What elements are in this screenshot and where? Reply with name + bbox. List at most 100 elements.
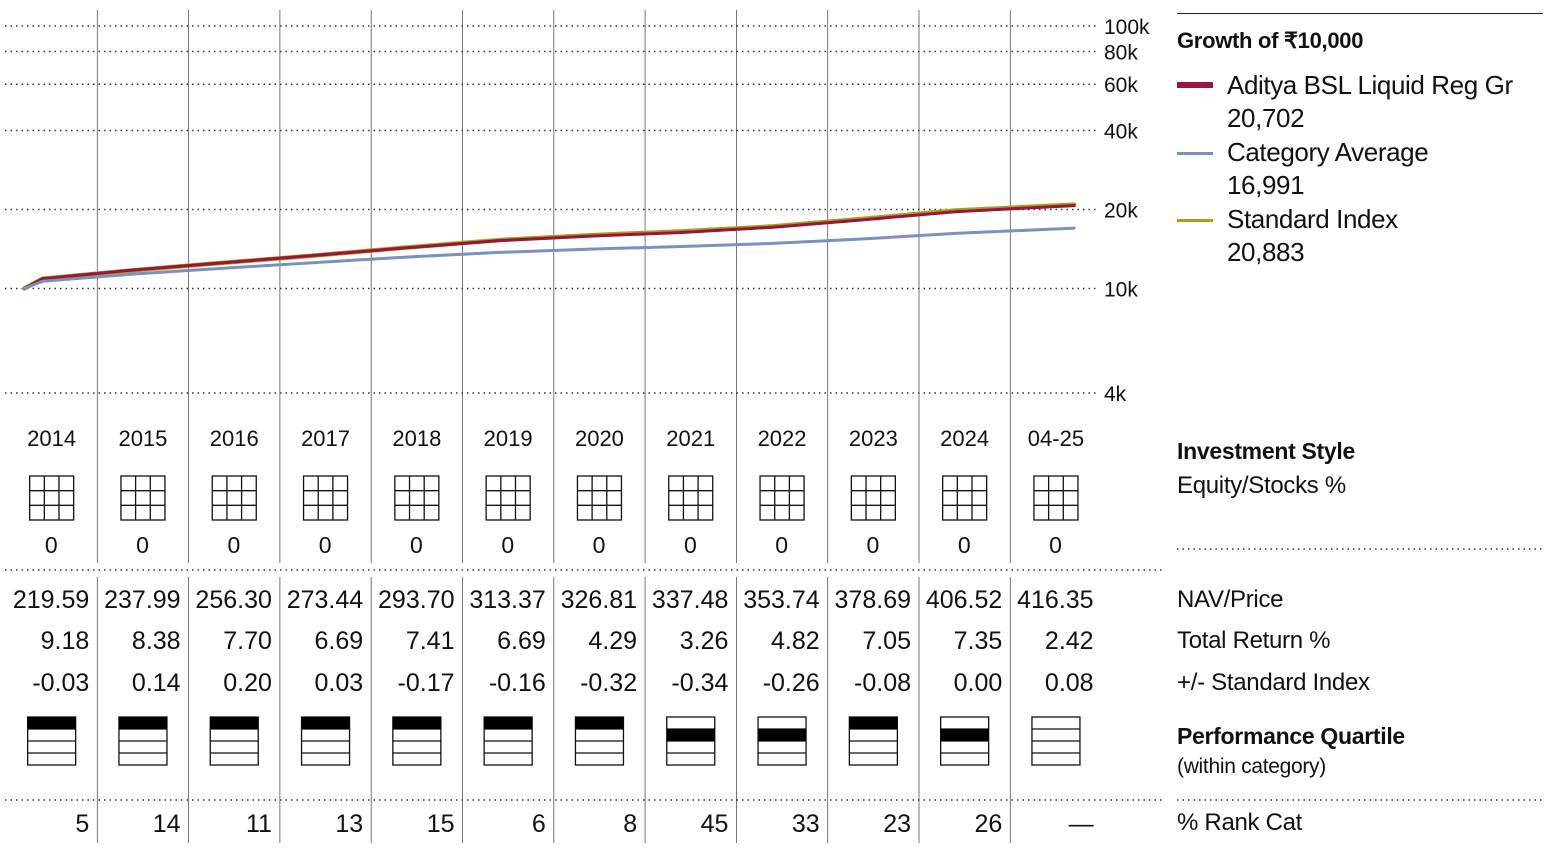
year-labels: 2014 2015 2016 2017 2018 2019 2020 2021 2022 2023… [27, 426, 1084, 451]
total-return-label: Total Return % [1177, 627, 1331, 654]
rank-cat-value: 8 [623, 810, 637, 838]
investment-style-subtitle: Equity/Stocks % [1177, 472, 1346, 499]
quartile-fill [392, 717, 441, 729]
vs_index-value: 0.08 [1045, 669, 1094, 697]
legend-swatch-index [1177, 219, 1213, 222]
equity-value: 0 [319, 532, 332, 558]
rank-cat-value: 5 [75, 810, 89, 838]
y-tick-label: 10k [1104, 279, 1138, 302]
y-tick-label: 20k [1104, 200, 1138, 223]
year-label: 2020 [575, 426, 624, 451]
total_return-value: 3.26 [680, 627, 729, 655]
vs_index-value: 0.20 [223, 669, 272, 697]
year-label: 2024 [940, 426, 989, 451]
rank-cat-value: 45 [701, 810, 729, 838]
vs_index-value: -0.16 [489, 669, 546, 697]
nav-value: 313.37 [469, 586, 545, 614]
nav-price-label: NAV/Price [1177, 586, 1284, 613]
rank-cat-label: % Rank Cat [1177, 809, 1303, 836]
nav-value: 219.59 [13, 586, 89, 614]
style-box [942, 475, 988, 521]
investment-style-title: Investment Style [1177, 438, 1355, 464]
vs_index-value: 0.00 [954, 669, 1003, 697]
rank-cat-value: 13 [335, 810, 363, 838]
year-label: 2015 [118, 426, 167, 451]
equity-value: 0 [593, 532, 606, 558]
y-tick-label: 40k [1104, 120, 1138, 143]
quartile-fill [758, 729, 807, 741]
style-box [576, 475, 623, 521]
vs_index-value: -0.03 [32, 669, 89, 697]
series-line [22, 202, 1077, 291]
series-line [22, 226, 1076, 290]
legend-name-index: Standard Index [1227, 204, 1398, 234]
rank-cat-value: 11 [246, 810, 272, 838]
vs_index-value: -0.32 [580, 669, 637, 697]
total_return-value: 9.18 [41, 627, 90, 655]
year-label: 2019 [484, 426, 533, 451]
nav-value: 416.35 [1017, 586, 1093, 614]
year-label: 2014 [27, 426, 76, 451]
equity-value: 0 [958, 532, 971, 558]
rank-cat-value: — [1069, 810, 1094, 838]
nav-value: 256.30 [195, 586, 271, 614]
equity-value: 0 [45, 532, 58, 558]
y-tick-label: 100k [1104, 16, 1150, 39]
nav-value: 237.99 [104, 586, 180, 614]
quartile-fill [27, 717, 76, 729]
legend-value-category: 16,991 [1227, 170, 1305, 200]
equity-value: 0 [410, 532, 423, 558]
series-lines [22, 202, 1077, 291]
quartile-boxes [26, 716, 1081, 766]
year-label: 2021 [666, 426, 715, 451]
total_return-value: 7.70 [223, 627, 272, 655]
equity-value: 0 [1049, 532, 1062, 558]
vs_index-value: -0.08 [854, 669, 911, 697]
rank-cat-value: 14 [153, 810, 181, 838]
legend-swatch-category [1177, 152, 1213, 155]
style-box [759, 475, 805, 521]
quartile-fill [666, 729, 715, 741]
y-tick-label: 80k [1104, 41, 1138, 64]
performance-quartile-title: Performance Quartile [1177, 723, 1405, 749]
quartile-fill [575, 717, 624, 729]
nav-value: 326.81 [561, 586, 637, 614]
rank-cat-value: 26 [974, 810, 1002, 838]
nav-value: 378.69 [835, 586, 911, 614]
year-label: 2023 [849, 426, 898, 451]
total_return-value: 6.69 [315, 627, 364, 655]
year-label: 2022 [758, 426, 807, 451]
quartile-fill [484, 717, 533, 729]
quartile-fill [301, 717, 350, 729]
equity-value: 0 [775, 532, 788, 558]
equity-value: 0 [867, 532, 880, 558]
nav-value: 406.52 [926, 586, 1002, 614]
rank-cat-value: 6 [532, 810, 546, 838]
nav-value: 273.44 [287, 586, 364, 614]
style-boxes: 0 0 0 0 0 0 0 0 0 0 0 0 [28, 475, 1079, 558]
grid-lines [5, 10, 1543, 843]
y-tick-label: 60k [1104, 74, 1138, 97]
year-label: 2016 [210, 426, 259, 451]
total_return-value: 4.29 [588, 627, 637, 655]
quartile-fill [118, 717, 167, 729]
vs_index-value: -0.34 [671, 669, 728, 697]
vs-index-label: +/- Standard Index [1177, 669, 1370, 696]
performance-quartile-subtitle: (within category) [1177, 755, 1326, 778]
legend-swatch-fund [1177, 82, 1213, 88]
total_return-value: 7.05 [862, 627, 911, 655]
legend-name-category: Category Average [1227, 137, 1429, 167]
legend-name-fund: Aditya BSL Liquid Reg Gr [1227, 70, 1513, 100]
equity-value: 0 [227, 532, 240, 558]
total_return-value: 8.38 [132, 627, 181, 655]
vs_index-value: 0.14 [132, 669, 181, 697]
legend-panel: Growth of ₹10,000 Aditya BSL Liquid Reg … [1177, 0, 1543, 859]
nav-value: 353.74 [743, 586, 820, 614]
total_return-value: 4.82 [771, 627, 820, 655]
vs_index-value: 0.03 [315, 669, 364, 697]
total_return-value: 2.42 [1045, 627, 1094, 655]
style-box [850, 475, 896, 521]
vs_index-value: -0.26 [763, 669, 820, 697]
